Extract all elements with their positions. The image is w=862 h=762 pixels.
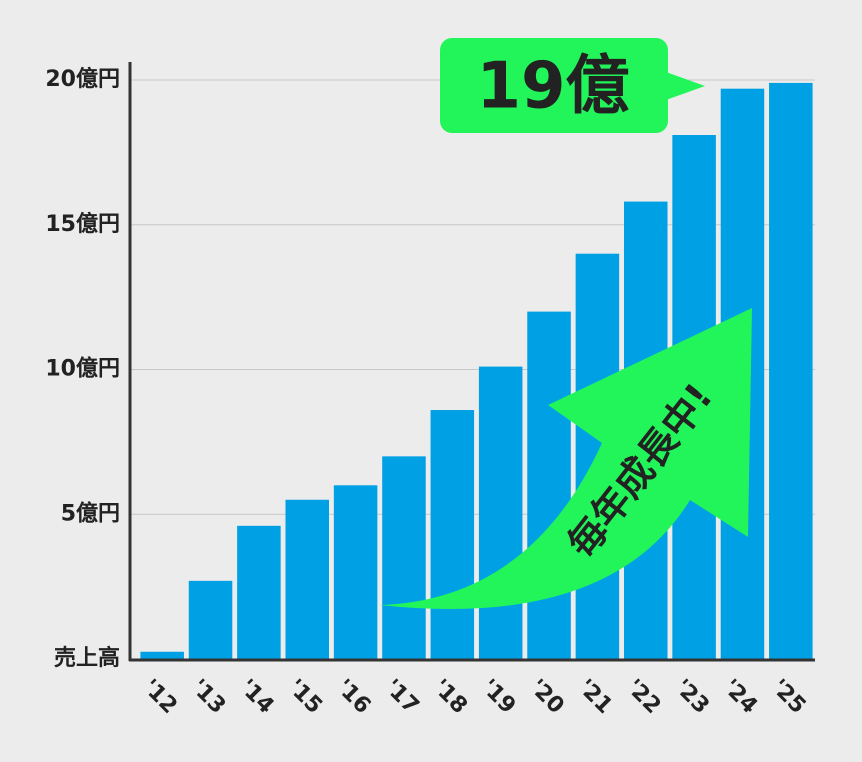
y-tick-label: 10億円 xyxy=(45,356,120,382)
callout-pointer xyxy=(666,72,705,100)
y-tick-label: 15億円 xyxy=(45,211,120,237)
bar xyxy=(237,525,281,659)
bar xyxy=(769,82,813,659)
callout-box xyxy=(440,38,668,133)
bar xyxy=(382,456,426,659)
bar xyxy=(188,580,233,659)
bar xyxy=(140,651,184,659)
bar xyxy=(285,499,330,659)
growth-arrow xyxy=(380,308,752,610)
y-tick-label: 20億円 xyxy=(45,66,120,92)
bar xyxy=(430,410,475,659)
y-tick-label: 5億円 xyxy=(61,500,120,526)
callout-text: 19億 xyxy=(476,50,629,124)
bar xyxy=(527,311,571,659)
bar xyxy=(333,485,378,659)
y-tick-label: 売上高 xyxy=(54,645,120,671)
bar xyxy=(478,366,523,659)
